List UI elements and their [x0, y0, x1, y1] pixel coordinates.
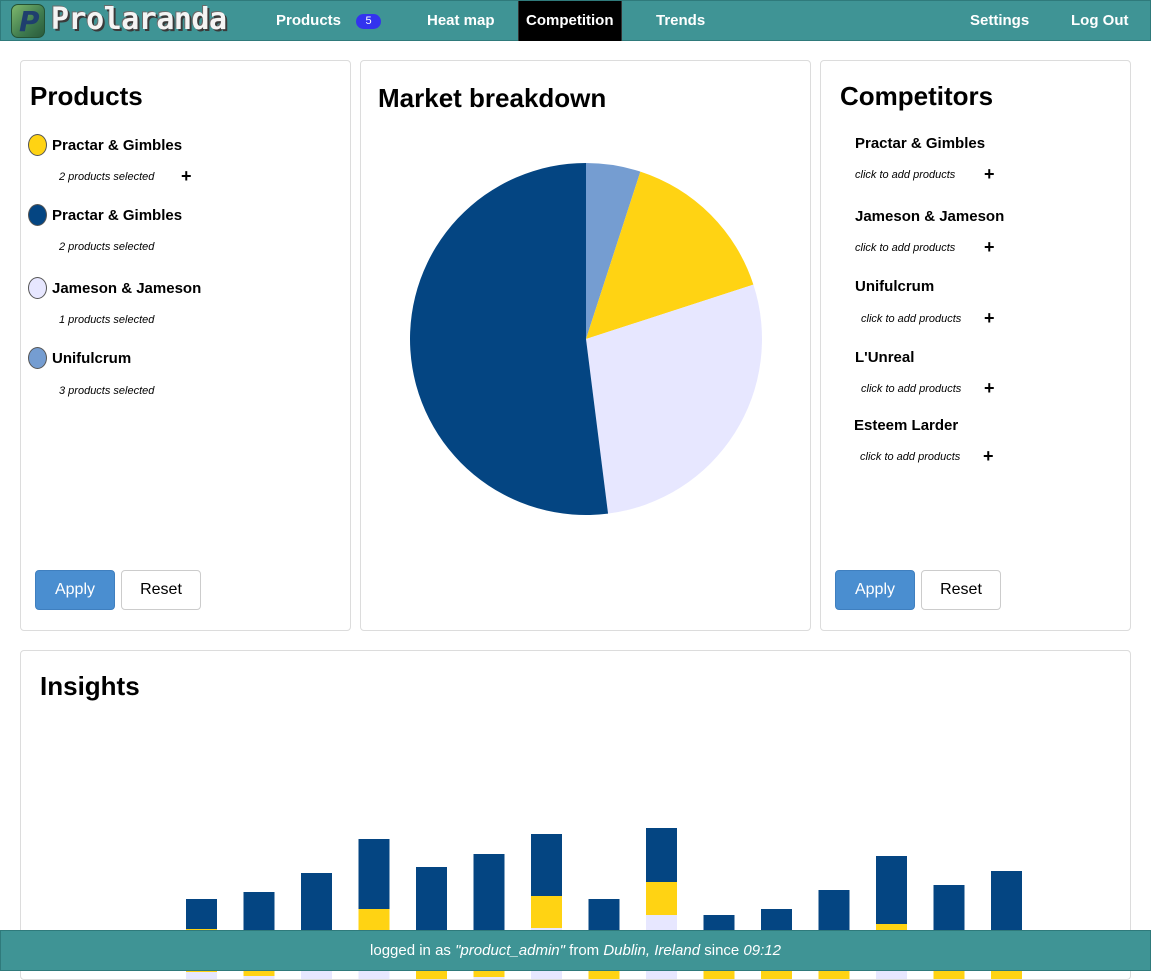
competitor-add-hint[interactable]: click to add products: [861, 383, 962, 395]
footer-from: from: [564, 942, 604, 959]
products-count-badge: 5: [356, 14, 381, 29]
nav-heat-map[interactable]: Heat map: [427, 12, 495, 29]
add-competitor-products-icon[interactable]: +: [983, 446, 994, 466]
add-products-icon[interactable]: +: [181, 166, 192, 186]
pie-slice-4[interactable]: [410, 163, 609, 515]
products-apply-button[interactable]: Apply: [35, 570, 115, 610]
bar-segment-9-3[interactable]: [646, 828, 677, 882]
competitors-panel: Competitors Practar & Gimbles click to a…: [820, 60, 1131, 631]
status-footer: logged in as "product_admin" from Dublin…: [0, 930, 1151, 971]
nav-competition[interactable]: Competition: [518, 1, 622, 41]
bar-segment-3-3[interactable]: [301, 873, 332, 935]
bar-segment-2-1[interactable]: [243, 976, 275, 980]
add-competitor-products-icon[interactable]: +: [984, 378, 995, 398]
bar-segment-7-3[interactable]: [531, 834, 562, 896]
nav-settings[interactable]: Settings: [970, 12, 1030, 29]
market-breakdown-panel: Market breakdown: [360, 60, 811, 631]
insights-title: Insights: [40, 671, 140, 701]
pie-slice-2[interactable]: [586, 171, 754, 339]
product-selection-count: 1 products selected: [59, 314, 155, 326]
bar-segment-9-2[interactable]: [646, 882, 677, 915]
top-nav-bar: P Prolaranda Products 5 Heat map Competi…: [0, 0, 1151, 41]
competitors-reset-button[interactable]: Reset: [921, 570, 1001, 610]
products-panel: Products Practar & Gimbles 2 products se…: [20, 60, 351, 631]
competitor-name[interactable]: Jameson & Jameson: [855, 208, 1005, 225]
competitor-name[interactable]: L'Unreal: [855, 349, 915, 366]
product-selection-count: 2 products selected: [59, 241, 155, 253]
competitors-title: Competitors: [840, 81, 994, 111]
footer-location: Dublin, Ireland: [603, 942, 701, 959]
footer-prefix: logged in as: [370, 942, 456, 959]
product-company-name[interactable]: Practar & Gimbles: [52, 207, 183, 224]
logo-icon[interactable]: P: [11, 4, 45, 38]
bar-segment-1-3[interactable]: [186, 899, 217, 929]
add-competitor-products-icon[interactable]: +: [984, 237, 995, 257]
add-competitor-products-icon[interactable]: +: [984, 308, 995, 328]
product-color-swatch: [28, 134, 47, 156]
bar-segment-13-3[interactable]: [876, 856, 907, 924]
pie-slice-1[interactable]: [586, 163, 641, 339]
competitor-name[interactable]: Practar & Gimbles: [855, 135, 986, 152]
competitors-apply-button[interactable]: Apply: [835, 570, 915, 610]
market-breakdown-title: Market breakdown: [378, 83, 607, 113]
footer-username: "product_admin": [455, 942, 565, 959]
product-selection-count: 3 products selected: [59, 385, 155, 397]
product-company-name[interactable]: Jameson & Jameson: [52, 280, 202, 297]
product-company-name[interactable]: Unifulcrum: [52, 350, 132, 367]
product-color-swatch: [28, 204, 47, 226]
nav-products[interactable]: Products: [276, 12, 342, 29]
product-company-name[interactable]: Practar & Gimbles: [52, 137, 183, 154]
market-pie-chart: [410, 163, 762, 515]
add-competitor-products-icon[interactable]: +: [984, 164, 995, 184]
nav-log-out[interactable]: Log Out: [1071, 12, 1129, 29]
competitor-add-hint[interactable]: click to add products: [855, 169, 956, 181]
logo-letter: P: [19, 5, 40, 38]
footer-since: since: [700, 942, 744, 959]
pie-slice-3[interactable]: [586, 284, 762, 514]
bar-segment-1-1[interactable]: [186, 972, 217, 980]
footer-time: 09:12: [743, 942, 781, 959]
bar-segment-4-3[interactable]: [358, 839, 390, 909]
products-reset-button[interactable]: Reset: [121, 570, 201, 610]
brand-name[interactable]: Prolaranda: [51, 2, 227, 37]
product-selection-count: 2 products selected: [59, 171, 155, 183]
competitor-add-hint[interactable]: click to add products: [861, 313, 962, 325]
competitor-name[interactable]: Esteem Larder: [854, 417, 959, 434]
bar-segment-7-2[interactable]: [531, 896, 562, 928]
product-color-swatch: [28, 277, 47, 299]
products-title: Products: [30, 81, 143, 111]
competitor-add-hint[interactable]: click to add products: [860, 451, 961, 463]
competitor-add-hint[interactable]: click to add products: [855, 242, 956, 254]
bar-segment-14-2[interactable]: [933, 970, 965, 980]
nav-trends[interactable]: Trends: [656, 12, 706, 29]
product-color-swatch: [28, 347, 47, 369]
competitor-name[interactable]: Unifulcrum: [855, 278, 935, 295]
